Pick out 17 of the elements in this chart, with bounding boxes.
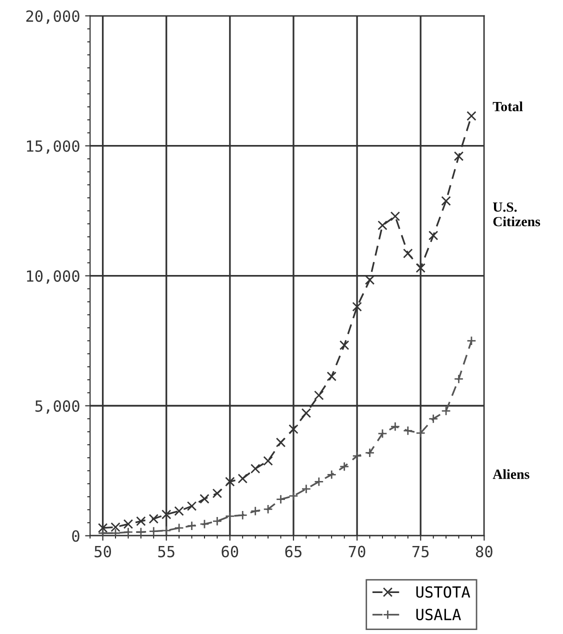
y-tick-label: 10,000 [27, 270, 80, 284]
y-tick-label: 15,000 [27, 140, 80, 154]
x-tick-label: 50 [94, 546, 111, 558]
y-tick-label: 0 [72, 530, 80, 542]
text: Aliens [492, 469, 530, 479]
x-tick-label: 55 [158, 546, 174, 558]
x-tick-label: 70 [348, 546, 366, 558]
text: U.S. Citizens [492, 202, 540, 226]
x-tick-label: 75 [412, 546, 429, 558]
y-tick-label: 20,000 [26, 10, 80, 24]
text: Total [492, 101, 523, 112]
legend-label: USTOTA [416, 586, 470, 598]
x-tick-label: 65 [285, 546, 302, 558]
x-tick-label: 60 [222, 546, 238, 558]
x-tick-label: 80 [476, 546, 492, 558]
legend-label: USALA [416, 608, 461, 620]
y-tick-label: 5,000 [35, 400, 80, 414]
